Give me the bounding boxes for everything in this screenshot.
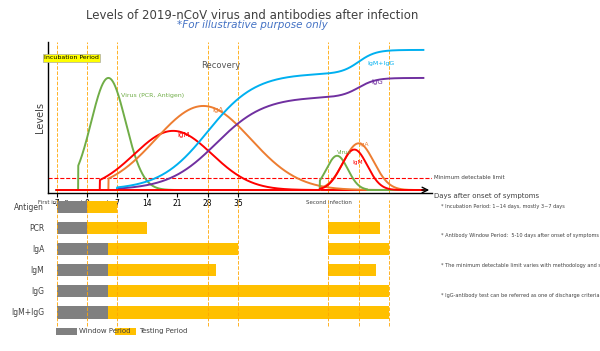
Text: IgG: IgG (371, 79, 383, 85)
Y-axis label: Levels: Levels (35, 102, 45, 133)
Bar (87, 201, 117, 213)
Bar (56, 328, 77, 335)
Text: Symptom onset: Symptom onset (65, 200, 109, 205)
Bar (56, 306, 109, 318)
Bar (109, 306, 389, 318)
Text: IgG: IgG (31, 287, 44, 296)
Text: * Antibody Window Period:  5-10 days after onset of symptoms: * Antibody Window Period: 5-10 days afte… (441, 233, 599, 238)
Bar (109, 285, 389, 298)
Bar (328, 243, 389, 256)
Bar (328, 222, 380, 234)
Text: Recovery: Recovery (201, 61, 240, 70)
Text: IgM: IgM (352, 160, 363, 165)
Bar (328, 264, 376, 277)
Bar (56, 285, 109, 298)
Text: IgM+IgG: IgM+IgG (11, 308, 44, 317)
Text: Window Period: Window Period (79, 329, 131, 335)
Text: IgA: IgA (359, 143, 369, 147)
Text: IgM+IgG: IgM+IgG (367, 61, 395, 66)
Text: Incubation Period: Incubation Period (44, 55, 99, 60)
Text: * The minimum detectable limit varies with methodology and sensitivity of test: * The minimum detectable limit varies wi… (441, 263, 600, 268)
Bar (109, 264, 216, 277)
Text: Minimum detectable limit: Minimum detectable limit (434, 175, 505, 180)
Bar (115, 328, 136, 335)
Text: IgM: IgM (178, 132, 190, 138)
Bar (56, 222, 87, 234)
Text: *For illustrative purpose only: *For illustrative purpose only (176, 20, 328, 30)
Text: Antigen: Antigen (14, 203, 44, 212)
Text: * IgG-antibody test can be referred as one of discharge criteria for recovering : * IgG-antibody test can be referred as o… (441, 293, 600, 298)
Text: Virus: Virus (337, 150, 352, 155)
Text: Second infection: Second infection (305, 200, 352, 205)
Bar (56, 264, 109, 277)
Bar (56, 201, 87, 213)
Text: IgM: IgM (31, 266, 44, 275)
Bar (56, 243, 109, 256)
Text: IgA: IgA (212, 107, 223, 113)
Text: First infection: First infection (38, 200, 75, 205)
Text: Levels of 2019-nCoV virus and antibodies after infection: Levels of 2019-nCoV virus and antibodies… (86, 9, 418, 22)
Text: PCR: PCR (29, 224, 44, 233)
Text: Days after onset of symptoms: Days after onset of symptoms (434, 193, 539, 199)
Text: Virus (PCR, Antigen): Virus (PCR, Antigen) (121, 93, 184, 98)
Text: * Incubation Period: 1~14 days, mostly 3~7 days: * Incubation Period: 1~14 days, mostly 3… (441, 204, 565, 208)
Bar (109, 243, 238, 256)
Text: Testing Period: Testing Period (139, 329, 187, 335)
Text: IgA: IgA (32, 245, 44, 254)
Bar (87, 222, 147, 234)
